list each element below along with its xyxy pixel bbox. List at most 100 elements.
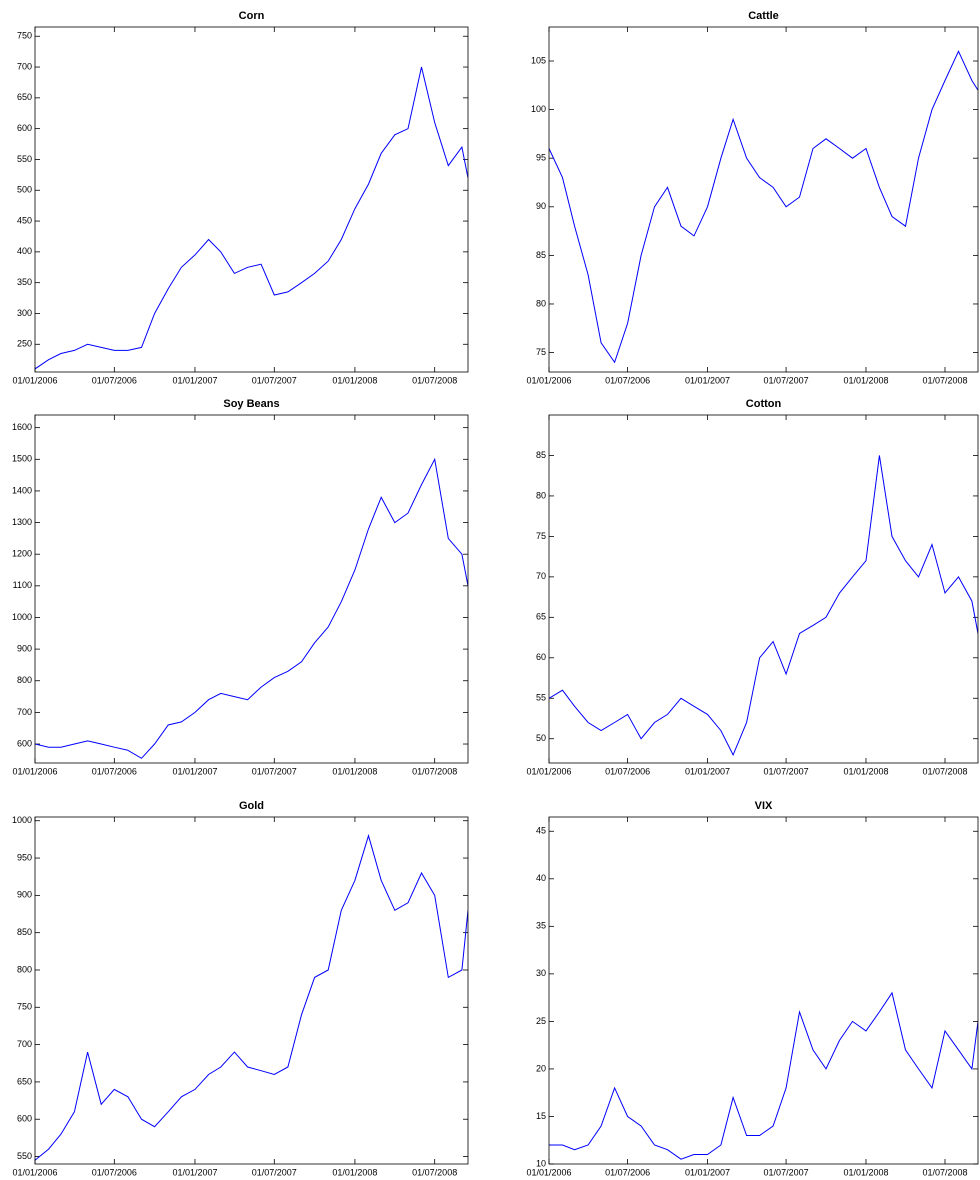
y-tick-label: 600 bbox=[17, 738, 32, 748]
series-line bbox=[549, 50, 978, 364]
x-tick-label: 01/01/2007 bbox=[172, 1167, 217, 1177]
x-tick-label: 01/07/2006 bbox=[92, 375, 137, 385]
x-tick-label: 01/01/2007 bbox=[685, 766, 730, 776]
x-tick-label: 01/07/2008 bbox=[412, 1167, 457, 1177]
y-tick-label: 550 bbox=[17, 1151, 32, 1161]
x-tick-label: 01/07/2008 bbox=[412, 375, 457, 385]
y-tick-label: 45 bbox=[536, 826, 546, 836]
y-tick-label: 85 bbox=[536, 450, 546, 460]
y-tick-label: 85 bbox=[536, 250, 546, 260]
y-tick-label: 1300 bbox=[12, 517, 32, 527]
x-tick-label: 01/07/2007 bbox=[764, 766, 809, 776]
x-tick-label: 01/01/2007 bbox=[685, 1167, 730, 1177]
y-tick-label: 35 bbox=[536, 921, 546, 931]
x-tick-label: 01/01/2008 bbox=[843, 375, 888, 385]
y-tick-label: 700 bbox=[17, 61, 32, 71]
y-tick-label: 70 bbox=[536, 571, 546, 581]
x-tick-label: 01/01/2008 bbox=[843, 1167, 888, 1177]
y-tick-label: 800 bbox=[17, 964, 32, 974]
y-tick-label: 40 bbox=[536, 873, 546, 883]
y-tick-label: 55 bbox=[536, 693, 546, 703]
x-tick-label: 01/07/2006 bbox=[92, 766, 137, 776]
y-tick-label: 1100 bbox=[13, 580, 32, 590]
y-tick-label: 50 bbox=[536, 733, 546, 743]
plot-frame bbox=[34, 816, 469, 1165]
y-tick-label: 650 bbox=[17, 1076, 32, 1086]
x-tick-label: 01/07/2008 bbox=[922, 766, 967, 776]
x-tick-label: 01/07/2006 bbox=[605, 766, 650, 776]
chart-title: Gold bbox=[239, 800, 264, 812]
y-tick-label: 650 bbox=[17, 92, 32, 102]
x-tick-label: 01/01/2006 bbox=[12, 766, 57, 776]
y-tick-label: 750 bbox=[17, 1002, 32, 1012]
panel: Corn 250 300 350 400 450 500 550 600 650 700 750 01/… bbox=[12, 10, 469, 385]
x-tick-label: 01/07/2007 bbox=[764, 1167, 809, 1177]
x-tick-label: 01/07/2008 bbox=[412, 766, 457, 776]
y-tick-label: 1200 bbox=[12, 549, 32, 559]
x-tick-label: 01/07/2006 bbox=[605, 375, 650, 385]
y-tick-label: 800 bbox=[17, 675, 32, 685]
x-tick-label: 01/01/2008 bbox=[332, 766, 377, 776]
chart-title: Cattle bbox=[748, 10, 779, 22]
x-tick-label: 01/07/2006 bbox=[92, 1167, 137, 1177]
plot-frame bbox=[34, 414, 469, 764]
x-tick-label: 01/07/2007 bbox=[252, 1167, 297, 1177]
y-tick-label: 550 bbox=[17, 154, 32, 164]
series-line bbox=[35, 66, 468, 370]
y-tick-label: 600 bbox=[17, 1114, 32, 1124]
y-tick-label: 1600 bbox=[12, 422, 32, 432]
x-tick-label: 01/01/2006 bbox=[526, 766, 571, 776]
panel: Gold 550 600 650 700 750 800 850 900 950 1000 01/01… bbox=[12, 800, 469, 1177]
y-tick-label: 25 bbox=[536, 1016, 546, 1026]
x-tick-label: 01/01/2006 bbox=[526, 375, 571, 385]
plot-frame bbox=[548, 414, 979, 764]
y-tick-label: 80 bbox=[536, 298, 546, 308]
y-tick-label: 75 bbox=[536, 347, 546, 357]
chart-title: VIX bbox=[755, 800, 773, 812]
x-tick-label: 01/01/2007 bbox=[172, 375, 217, 385]
panel: Cattle 75 80 85 90 95 100 105 01/01/2006 01/07/20… bbox=[526, 10, 979, 385]
y-tick-label: 850 bbox=[17, 927, 32, 937]
y-tick-label: 105 bbox=[531, 55, 546, 65]
series-line bbox=[549, 991, 978, 1160]
panel: VIX 10 15 20 25 30 35 40 45 01/01/2006 01/07/2006 0… bbox=[526, 800, 979, 1177]
y-tick-label: 15 bbox=[536, 1111, 546, 1121]
y-tick-label: 750 bbox=[17, 31, 32, 41]
panel: Cotton 50 55 60 65 70 75 80 85 01/01/2006 01/07/20… bbox=[526, 398, 979, 776]
y-tick-label: 900 bbox=[17, 643, 32, 653]
plot-frame bbox=[34, 26, 469, 373]
y-tick-label: 10 bbox=[536, 1158, 546, 1168]
y-tick-label: 1000 bbox=[12, 612, 32, 622]
y-tick-label: 75 bbox=[536, 531, 546, 541]
y-tick-label: 700 bbox=[17, 707, 32, 717]
y-tick-label: 30 bbox=[536, 968, 546, 978]
y-tick-label: 80 bbox=[536, 490, 546, 500]
series-line bbox=[35, 457, 468, 759]
y-tick-label: 250 bbox=[17, 339, 32, 349]
panel: Soy Beans 600 700 800 900 1000 1100 1200 1300 140… bbox=[12, 398, 469, 776]
plot-frame bbox=[548, 816, 979, 1165]
x-tick-label: 01/01/2007 bbox=[172, 766, 217, 776]
x-tick-label: 01/01/2006 bbox=[12, 375, 57, 385]
y-tick-label: 900 bbox=[17, 890, 32, 900]
x-tick-label: 01/01/2006 bbox=[12, 1167, 57, 1177]
y-tick-label: 100 bbox=[531, 104, 546, 114]
y-tick-label: 20 bbox=[536, 1063, 546, 1073]
chart-title: Soy Beans bbox=[223, 398, 279, 410]
x-tick-label: 01/01/2006 bbox=[526, 1167, 571, 1177]
y-tick-label: 60 bbox=[536, 652, 546, 662]
x-tick-label: 01/07/2007 bbox=[252, 766, 297, 776]
series-line bbox=[549, 455, 978, 757]
x-tick-label: 01/07/2008 bbox=[922, 1167, 967, 1177]
x-tick-label: 01/01/2008 bbox=[843, 766, 888, 776]
y-tick-label: 600 bbox=[17, 123, 32, 133]
y-tick-label: 950 bbox=[17, 852, 32, 862]
y-tick-label: 1500 bbox=[12, 454, 32, 464]
chart-title: Corn bbox=[239, 10, 265, 22]
y-tick-label: 95 bbox=[536, 153, 546, 163]
y-tick-label: 90 bbox=[536, 201, 546, 211]
y-tick-label: 350 bbox=[17, 277, 32, 287]
y-tick-label: 450 bbox=[17, 215, 32, 225]
y-tick-label: 500 bbox=[17, 185, 32, 195]
